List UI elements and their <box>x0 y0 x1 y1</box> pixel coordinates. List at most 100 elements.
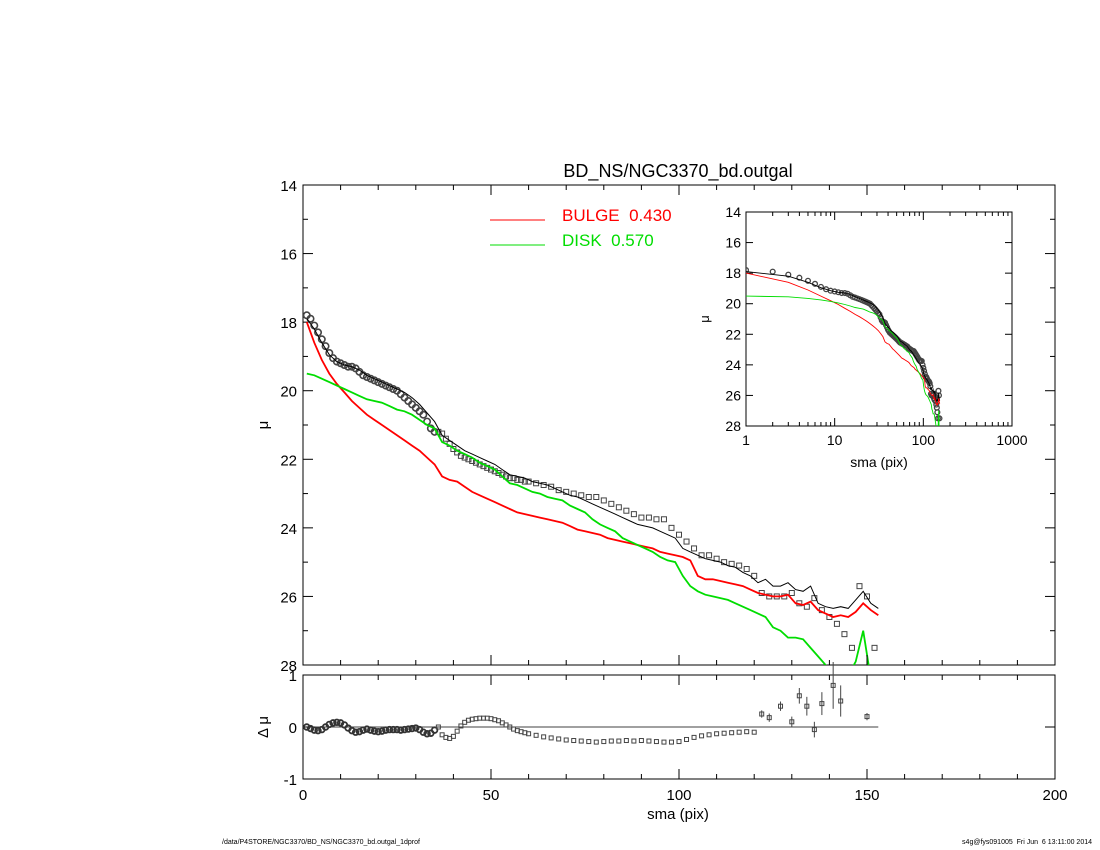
residual-point <box>408 724 416 733</box>
data-point <box>623 507 630 514</box>
inset-data-point <box>918 357 925 365</box>
inset-x-tick-label: 100 <box>912 432 936 448</box>
residual-y-tick-label: 0 <box>289 720 297 737</box>
residual-point <box>400 725 409 734</box>
data-point <box>736 562 743 569</box>
residual-point <box>676 739 682 745</box>
residual-point <box>306 724 315 733</box>
x-axis-label: sma (pix) <box>647 806 709 823</box>
data-point <box>751 572 758 579</box>
residual-point <box>578 738 584 744</box>
main-y-tick-label: 26 <box>280 589 297 606</box>
footer-user-timestamp: s4g@fys091005 Fri Jun 6 13:11:00 2014 <box>962 839 1092 846</box>
residual-point <box>348 726 356 735</box>
main-series-layer <box>303 311 879 665</box>
data-point <box>653 516 660 523</box>
data-point <box>660 516 667 523</box>
data-point <box>578 492 585 499</box>
residual-point <box>744 729 750 735</box>
legend-bulge-label: BULGE 0.430 <box>562 206 672 225</box>
main-y-tick-label: 24 <box>280 521 297 538</box>
main-y-tick-label: 28 <box>280 658 297 675</box>
residual-point <box>556 736 562 742</box>
residual-point <box>310 726 318 734</box>
residual-point <box>684 736 690 742</box>
residual-point <box>586 739 592 745</box>
data-point <box>495 470 502 476</box>
x-tick-label: 0 <box>299 787 307 804</box>
residual-point <box>329 719 337 727</box>
residual-point <box>736 729 742 735</box>
inset-data-point <box>934 409 941 416</box>
inset-layer: 14 16 18 20 22 24 26 281 10 100 1000 <box>725 204 1027 448</box>
residual-point <box>661 739 667 745</box>
main-y-ticks: 14 16 18 20 22 24 26 28 <box>280 178 1055 675</box>
residual-point <box>366 726 375 734</box>
residual-point <box>333 718 341 727</box>
inset-data-point <box>936 415 943 422</box>
inset-y-tick-label: 22 <box>725 326 741 342</box>
residual-errorbar-point <box>804 703 810 709</box>
residual-errorbar-point <box>819 701 825 707</box>
series-model-line <box>306 318 879 609</box>
residual-point <box>419 728 428 736</box>
legend-disk-label: DISK 0.570 <box>562 231 654 250</box>
residual-point <box>699 733 705 739</box>
data-point <box>683 538 690 545</box>
residual-point <box>439 732 445 738</box>
main-y-tick-label: 16 <box>280 247 297 264</box>
residual-point <box>435 724 441 730</box>
data-point <box>691 545 698 552</box>
data-point <box>506 475 513 482</box>
x-tick-label: 200 <box>1042 787 1067 804</box>
residual-point <box>423 730 431 738</box>
inset-data-point <box>796 274 803 281</box>
residual-point <box>385 725 394 734</box>
residual-errorbar-point <box>864 714 870 720</box>
inset-series-model-line <box>746 271 941 403</box>
residual-errorbar-point <box>838 698 844 704</box>
residual-point <box>526 731 532 737</box>
residual-point <box>351 728 360 736</box>
data-point <box>871 644 878 651</box>
residual-layer: -1 0 1 <box>284 662 1055 789</box>
data-point <box>514 476 521 483</box>
residual-errorbar-point <box>766 715 772 721</box>
data-point <box>638 514 645 521</box>
residual-point <box>631 738 637 744</box>
x-tick-label: 100 <box>666 787 691 804</box>
residual-point <box>325 720 334 729</box>
inset-x-tick-label: 10 <box>827 432 843 448</box>
inset-y-tick-label: 24 <box>725 357 741 373</box>
residual-errorbar-point <box>796 693 802 699</box>
residual-point <box>374 727 382 736</box>
main-y-tick-label: 22 <box>280 452 297 469</box>
residual-point <box>412 724 420 732</box>
chart-title: BD_NS/NGC3370_bd.outgal <box>563 161 792 182</box>
x-ticks: 0 50 100 150 200 <box>299 185 1068 804</box>
footer-file-path: /data/P4STORE/NGC3370/BD_NS/NGC3370_bd.o… <box>222 839 420 846</box>
residual-y-tick-label: -1 <box>284 772 297 789</box>
residual-point <box>646 738 652 744</box>
inset-series-disk-line <box>746 295 940 426</box>
residual-errorbar-point <box>811 727 817 733</box>
inset-data-point <box>933 401 940 408</box>
data-point <box>548 483 555 490</box>
residual-point <box>359 726 367 734</box>
residual-point <box>616 738 622 744</box>
residual-point <box>623 738 629 744</box>
residual-errorbar-point <box>759 711 765 717</box>
data-point <box>833 620 840 627</box>
residual-point <box>389 725 397 734</box>
residual-point <box>563 737 569 743</box>
data-point <box>615 504 622 511</box>
inset-data-point <box>785 271 792 278</box>
inset-y-tick-label: 26 <box>725 387 741 403</box>
data-point <box>608 500 615 507</box>
inset-data-point <box>746 267 750 274</box>
x-tick-label: 50 <box>483 787 500 804</box>
residual-point <box>378 727 386 735</box>
residual-point <box>638 738 644 744</box>
data-point <box>525 478 532 485</box>
main-y-tick-label: 20 <box>280 384 297 401</box>
